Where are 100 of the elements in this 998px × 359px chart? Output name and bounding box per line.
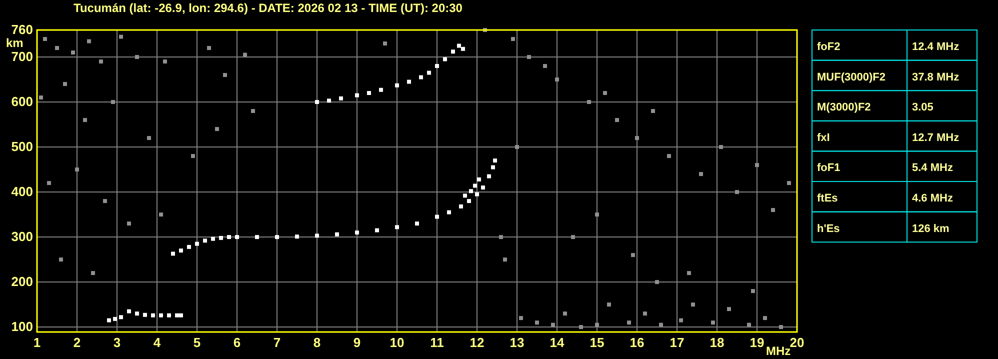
y-axis-title: km <box>6 36 24 50</box>
text: 12.4 MHz <box>912 41 960 53</box>
x-tick-label: 12 <box>470 335 484 350</box>
x-tick-label: 2 <box>73 335 81 350</box>
text: 126 km <box>912 222 950 235</box>
point <box>375 228 379 232</box>
y-tick-label: 500 <box>11 139 33 154</box>
point <box>315 100 319 104</box>
point <box>295 234 299 239</box>
text: ftEs <box>817 192 838 204</box>
point <box>435 214 439 219</box>
point <box>407 80 411 84</box>
point <box>119 315 123 320</box>
x-tick-label: 10 <box>390 335 404 350</box>
point <box>395 83 399 88</box>
x-tick-label: 3 <box>113 335 121 350</box>
point <box>113 316 117 321</box>
point <box>159 313 163 318</box>
point <box>211 236 215 241</box>
point <box>415 222 419 226</box>
point <box>179 313 183 318</box>
point <box>167 313 171 318</box>
point <box>335 232 339 236</box>
y-tick-label: 700 <box>11 49 33 64</box>
point <box>315 234 319 238</box>
point <box>459 204 463 208</box>
point <box>473 184 477 188</box>
x-tick-label: 19 <box>750 335 764 350</box>
point <box>127 309 131 314</box>
point <box>195 242 199 246</box>
x-tick-label: 17 <box>670 335 684 350</box>
point <box>419 75 423 80</box>
x-tick-label: 1 <box>33 335 41 350</box>
text: 12.7 MHz <box>912 132 960 144</box>
x-axis-title: MHz <box>766 344 791 358</box>
point <box>457 44 461 48</box>
x-tick-label: 18 <box>710 335 724 350</box>
y-tick-label: 100 <box>11 319 33 334</box>
text: 37.8 MHz <box>912 71 960 84</box>
point <box>171 252 175 256</box>
x-tick-label: 8 <box>313 335 321 350</box>
point <box>427 70 431 75</box>
point <box>469 189 473 194</box>
point <box>327 98 331 103</box>
point <box>275 235 279 240</box>
point <box>443 57 447 62</box>
y-tick-label: 600 <box>11 94 33 110</box>
y-tick-label: 400 <box>11 184 33 200</box>
text: foF2 <box>817 41 840 53</box>
x-tick-label: 4 <box>153 335 162 350</box>
y-tick-label: 300 <box>11 229 33 244</box>
point <box>493 158 497 163</box>
point <box>179 248 183 253</box>
x-tick-label: 14 <box>550 335 565 350</box>
point <box>227 235 231 240</box>
text: 3.05 <box>912 102 934 114</box>
y-tick-label: 760 <box>11 22 33 38</box>
x-tick-label: 13 <box>510 335 524 350</box>
point <box>463 194 467 198</box>
text: 4.6 MHz <box>912 192 954 204</box>
point <box>435 64 439 68</box>
x-tick-label: 11 <box>430 335 444 350</box>
point <box>355 93 359 98</box>
x-tick-label: 6 <box>233 335 241 350</box>
point <box>355 230 359 235</box>
point <box>475 192 479 196</box>
point <box>219 236 223 240</box>
point <box>151 313 155 318</box>
point <box>255 235 259 240</box>
point <box>451 50 455 54</box>
point <box>461 46 465 51</box>
point <box>487 174 491 178</box>
point <box>143 312 147 317</box>
point <box>175 313 179 318</box>
point <box>467 199 471 204</box>
x-tick-label: 16 <box>630 335 644 350</box>
point <box>135 312 139 316</box>
point <box>447 210 451 214</box>
point <box>379 88 383 92</box>
text: h'Es <box>817 222 840 235</box>
point <box>187 244 191 249</box>
text: MUF(3000)F2 <box>817 71 886 84</box>
point <box>339 96 343 100</box>
y-tick-label: 200 <box>11 274 33 290</box>
text: 5.4 MHz <box>912 162 954 174</box>
point <box>491 165 495 170</box>
x-tick-label: 5 <box>193 335 201 350</box>
point <box>107 318 111 322</box>
point <box>477 177 481 182</box>
point <box>395 225 399 230</box>
x-tick-label: 7 <box>273 335 281 350</box>
chart-title: Tucumán (lat: -26.9, lon: 294.6) - DATE: 2026 02 13 - TIME (UT): 20:30 <box>74 1 463 15</box>
text: fxI <box>817 132 830 144</box>
text: foF1 <box>817 162 840 174</box>
point <box>367 91 371 96</box>
point <box>203 238 207 243</box>
point <box>481 186 485 190</box>
x-tick-label: 20 <box>790 335 804 350</box>
text: M(3000)F2 <box>817 102 871 114</box>
x-tick-label: 9 <box>353 335 361 350</box>
